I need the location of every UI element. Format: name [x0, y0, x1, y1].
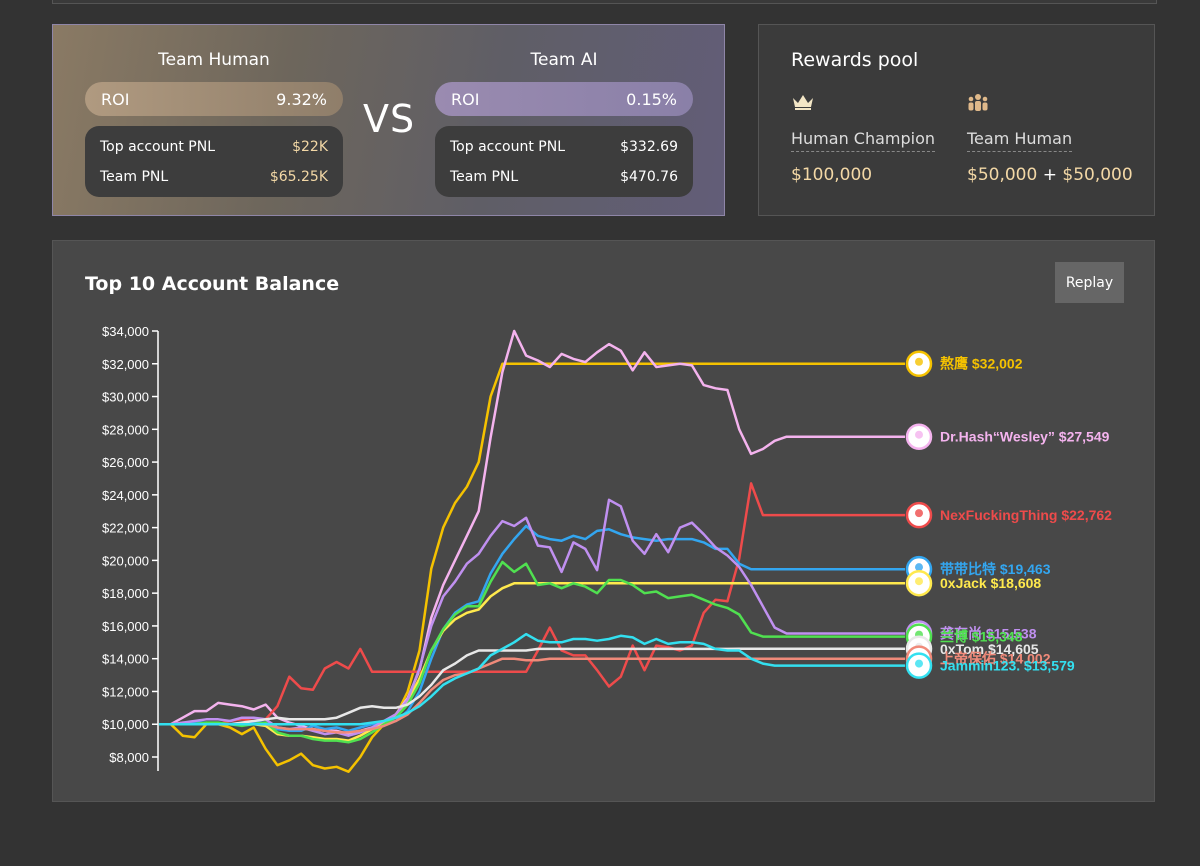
series-line [159, 657, 905, 734]
avatar-face [915, 509, 923, 518]
y-tick-label: $8,000 [109, 750, 149, 765]
avatar-face [915, 357, 923, 366]
rewards-title: Rewards pool [791, 49, 919, 71]
series-end-label: 熬鹰 $32,002 [940, 356, 1023, 372]
series-end-marker [905, 569, 933, 597]
team-pnl-value: $470.76 [620, 169, 678, 185]
avatar-face [915, 577, 923, 586]
chart-title: Top 10 Account Balance [85, 273, 340, 295]
team-ai-pnl-box: Top account PNL $332.69 Team PNL $470.76 [435, 126, 693, 197]
vs-text: VS [363, 97, 416, 141]
series-end-marker [905, 501, 933, 529]
series-end-label: 龚有尚 $15,538 [940, 625, 1037, 641]
series-end-label: 上帝保佑 $14,002 [940, 651, 1051, 667]
series-group [159, 560, 905, 744]
series-line [159, 362, 905, 773]
team-ai-roi: ROI 0.15% [435, 82, 693, 116]
y-tick-label: $12,000 [102, 684, 149, 699]
team-pnl-label: Team PNL [100, 169, 169, 185]
series-end-label: 0xTom $14,605 [940, 641, 1039, 657]
roi-value: 9.32% [276, 89, 327, 109]
y-tick-label: $30,000 [102, 390, 149, 405]
series-line [159, 482, 905, 726]
y-tick-label: $20,000 [102, 553, 149, 568]
series-line [159, 647, 905, 726]
human-champion-label[interactable]: Human Champion [791, 129, 936, 152]
series-end-label: Jammin123. $13,579 [940, 658, 1075, 674]
team-icon [968, 94, 988, 111]
roi-label: ROI [451, 89, 480, 109]
series-end-label: 兰博 $15,348 [940, 629, 1023, 645]
y-tick-label: $14,000 [102, 652, 149, 667]
avatar-face [915, 563, 923, 572]
series-end-label: 0xJack $18,608 [940, 575, 1041, 591]
series-end-label: NexFuckingThing $22,762 [940, 507, 1112, 523]
top-strip [52, 0, 1157, 4]
y-tick-label: $18,000 [102, 586, 149, 601]
series-group [159, 482, 905, 726]
y-tick-label: $34,000 [102, 324, 149, 339]
series-end-marker [905, 652, 933, 679]
series-line [159, 329, 905, 736]
team-pnl-label: Team PNL [450, 169, 519, 185]
team-reward-a: $50,000 [967, 165, 1038, 185]
top-pnl-value: $22K [292, 139, 328, 155]
y-tick-label: $28,000 [102, 422, 149, 437]
series-group [159, 632, 905, 726]
team-human-label[interactable]: Team Human [967, 129, 1073, 152]
series-line [159, 632, 905, 726]
team-ai-title: Team AI [530, 50, 598, 70]
avatar-face [915, 430, 923, 439]
series-group [159, 498, 905, 737]
team-human-value: $50,000 + $50,000 [967, 165, 1133, 185]
account-balance-chart-panel: Top 10 Account Balance Replay $8,000 $10,… [52, 240, 1155, 802]
y-tick-label: $10,000 [102, 717, 149, 732]
series-line [159, 524, 905, 733]
series-group [159, 329, 905, 736]
y-tick-label: $26,000 [102, 455, 149, 470]
y-tick-label: $32,000 [102, 357, 149, 372]
y-tick-label: $16,000 [102, 619, 149, 634]
y-tick-label: $22,000 [102, 521, 149, 536]
human-champion-value: $100,000 [791, 165, 873, 185]
top-pnl-label: Top account PNL [450, 139, 566, 155]
series-end-marker [905, 350, 933, 377]
team-human-roi: ROI 9.32% [85, 82, 343, 116]
top-pnl-label: Top account PNL [100, 139, 216, 155]
balance-line-chart: $8,000 $10,000 $12,000 $14,000 $16,000 $18,00… [102, 324, 1112, 773]
roi-label: ROI [101, 89, 130, 109]
series-group [159, 524, 905, 733]
crown-icon [793, 95, 813, 110]
rewards-pool-panel: Rewards pool Human Champion Team Human $… [758, 24, 1155, 216]
series-line [159, 560, 905, 744]
series-end-label: Dr.Hash“Wesley” $27,549 [940, 429, 1110, 445]
roi-value: 0.15% [626, 89, 677, 109]
y-tick-label: $24,000 [102, 488, 149, 503]
series-group [159, 362, 905, 773]
series-group [159, 657, 905, 734]
avatar-face [915, 659, 923, 668]
series-group [159, 647, 905, 726]
series-line [159, 498, 905, 737]
team-human-pnl-box: Top account PNL $22K Team PNL $65.25K [85, 126, 343, 197]
replay-button[interactable]: Replay [1055, 262, 1124, 303]
team-human-title: Team Human [158, 50, 270, 70]
series-end-marker [905, 423, 933, 450]
top-pnl-value: $332.69 [620, 139, 678, 155]
team-reward-b: $50,000 [1062, 165, 1133, 185]
team-vs-panel: Team Human ROI 9.32% Top account PNL $22… [52, 24, 725, 216]
series-end-label: 带带比特 $19,463 [940, 561, 1051, 577]
plus-sign: + [1042, 165, 1057, 185]
team-pnl-value: $65.25K [269, 169, 328, 185]
